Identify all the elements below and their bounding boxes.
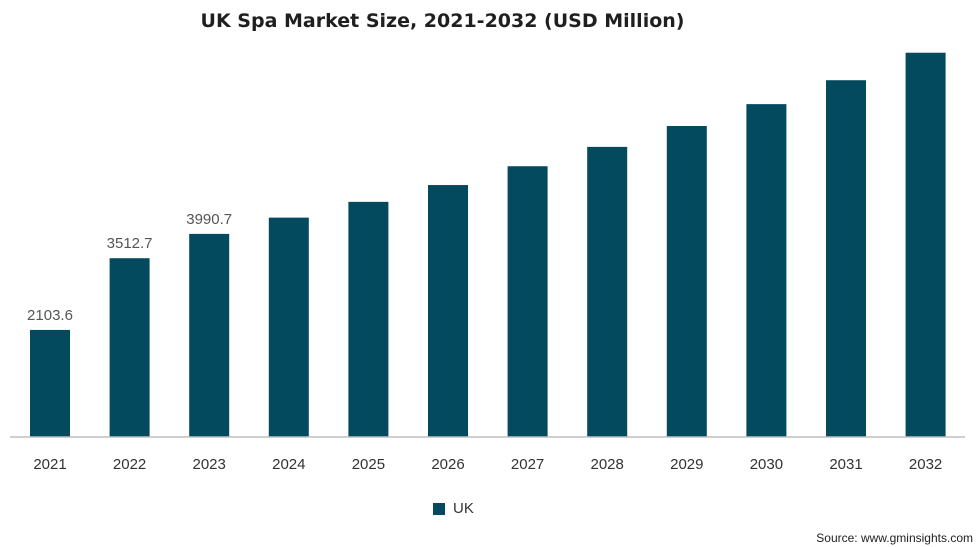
x-tick-labels: 2021 2022 2023 2024 2025 2026 2027 2028 2029 2030… [33,456,942,473]
bar-2024 [268,217,309,437]
source-credit: Source: www.gminsights.com [816,531,973,545]
x-tick-label-2032: 2032 [909,456,942,473]
x-tick-label-2025: 2025 [352,456,385,473]
legend-label: UK [453,500,474,517]
x-tick-label-2023: 2023 [193,456,226,473]
bar-2032 [905,52,946,437]
x-tick-label-2030: 2030 [750,456,783,473]
x-tick-label-2021: 2021 [33,456,66,473]
data-label-2023: 3990.7 [186,211,232,228]
data-labels-group: 2103.6 3512.7 3990.7 [27,211,232,324]
legend: UK [433,500,474,517]
bar-2026 [428,185,468,437]
bar-2021 [30,329,70,437]
bar-2029 [666,126,707,438]
bar-2028 [587,146,628,437]
chart-title: UK Spa Market Size, 2021-2032 (USD Milli… [200,10,685,32]
bar-2027 [507,166,548,437]
bar-2025 [348,201,389,437]
x-tick-label-2031: 2031 [829,456,862,473]
x-tick-label-2024: 2024 [272,456,305,473]
bars-group [30,52,946,438]
x-tick-label-2029: 2029 [670,456,703,473]
bar-2030 [746,104,787,437]
bar-2023 [189,233,230,437]
x-tick-label-2026: 2026 [431,456,464,473]
bar-2022 [109,258,150,437]
x-tick-label-2022: 2022 [113,456,146,473]
bar-2031 [826,80,866,437]
data-label-2022: 3512.7 [107,235,153,252]
data-label-2021: 2103.6 [27,307,73,324]
x-tick-label-2028: 2028 [591,456,624,473]
legend-swatch [433,502,445,515]
x-tick-label-2027: 2027 [511,456,544,473]
